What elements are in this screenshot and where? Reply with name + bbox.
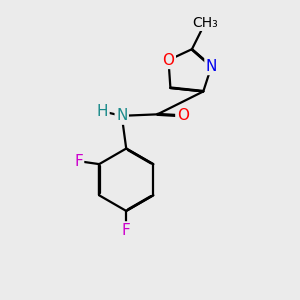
Text: CH₃: CH₃ xyxy=(192,16,218,30)
Text: N: N xyxy=(116,108,128,123)
Text: O: O xyxy=(163,52,175,68)
Text: F: F xyxy=(74,154,83,169)
Text: F: F xyxy=(122,223,130,238)
Text: H: H xyxy=(97,104,108,119)
Text: O: O xyxy=(177,108,189,123)
Text: N: N xyxy=(206,59,217,74)
